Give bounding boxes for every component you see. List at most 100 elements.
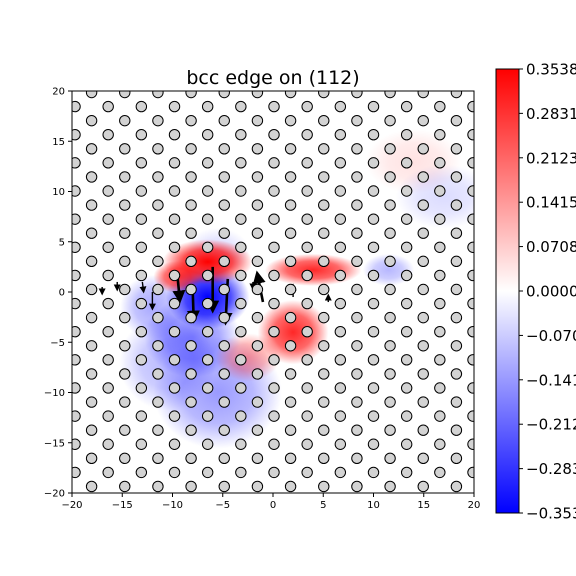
atom-marker — [334, 466, 347, 479]
atom-marker — [351, 91, 363, 99]
y-tick-label: 5 — [59, 237, 65, 248]
atom-marker — [102, 325, 114, 338]
colorbar-tick-label: 0.1415 — [526, 194, 576, 212]
atom-marker — [152, 368, 164, 380]
atom-marker — [119, 283, 131, 296]
atom-marker — [384, 340, 396, 352]
atom-marker — [318, 283, 330, 296]
atom-marker — [318, 452, 330, 465]
atom-marker — [434, 185, 446, 197]
atom-marker — [351, 311, 363, 324]
atom-marker — [467, 269, 474, 282]
atom-marker — [251, 255, 264, 268]
atom-marker — [185, 480, 197, 493]
atom-marker — [351, 368, 363, 380]
colorbar-tick-label: 0.2123 — [526, 149, 576, 167]
atom-marker — [367, 269, 380, 282]
atom-marker — [301, 185, 313, 197]
atom-marker — [235, 410, 247, 422]
atom-marker — [367, 185, 380, 197]
atom-marker — [318, 480, 330, 493]
atom-marker — [318, 91, 330, 99]
atom-marker — [467, 325, 474, 338]
atom-marker — [400, 129, 413, 141]
atom-marker — [152, 171, 164, 183]
atom-marker — [384, 368, 396, 380]
atom-marker — [435, 495, 445, 505]
atom-marker — [301, 100, 313, 113]
atom-marker — [218, 114, 230, 127]
x-tick-label: −15 — [112, 500, 133, 511]
colorbar-tick-label: −0.070 — [526, 327, 576, 345]
atom-marker — [284, 255, 297, 268]
atom-marker — [168, 382, 181, 394]
colorbar-axis: 0.3538 0.2831 0.2123 0.1415 0.0708 0.0000 −0.0… — [519, 61, 576, 523]
atom-marker — [135, 185, 148, 197]
atom-marker — [119, 91, 131, 99]
atom-marker — [400, 466, 413, 479]
atom-marker — [401, 495, 411, 505]
atom-marker — [168, 438, 181, 450]
atom-marker — [85, 255, 98, 268]
atom-marker — [467, 410, 474, 422]
atom-marker — [400, 269, 413, 282]
x-tick-label: 5 — [320, 500, 326, 511]
atom-marker — [450, 143, 463, 155]
atom-marker — [384, 480, 396, 493]
atom-marker — [168, 185, 181, 197]
x-tick-label: 10 — [367, 500, 380, 511]
atom-marker — [301, 354, 313, 366]
atom-marker — [102, 157, 114, 169]
atom-marker — [185, 114, 197, 127]
atom-marker — [251, 396, 264, 408]
atom-marker — [434, 129, 446, 141]
atom-marker — [72, 157, 81, 169]
atom-marker — [119, 368, 131, 380]
atom-marker — [450, 424, 463, 436]
atom-marker — [235, 185, 247, 197]
atom-marker — [467, 297, 474, 310]
atom-marker — [251, 452, 264, 465]
atom-marker — [235, 129, 247, 141]
atom-marker — [168, 325, 181, 338]
atom-marker — [318, 114, 330, 127]
atom-layer — [72, 91, 474, 505]
atom-marker — [334, 100, 347, 113]
displacement-arrow — [172, 276, 186, 304]
atom-marker — [152, 114, 164, 127]
atom-marker — [119, 424, 131, 436]
atom-marker — [102, 354, 114, 366]
atom-marker — [301, 438, 313, 450]
atom-marker — [450, 452, 463, 465]
plot-area — [72, 91, 474, 505]
atom-marker — [218, 91, 230, 99]
atom-marker — [119, 199, 131, 211]
atom-marker — [367, 297, 380, 310]
atom-marker — [284, 171, 297, 183]
atom-marker — [384, 283, 396, 296]
atom-marker — [384, 227, 396, 239]
atom-marker — [185, 227, 197, 239]
atom-marker — [119, 143, 131, 155]
atom-marker — [284, 424, 297, 436]
atom-marker — [367, 438, 380, 450]
atom-marker — [202, 495, 212, 505]
atom-marker — [168, 466, 181, 479]
x-tick-label: −10 — [162, 500, 183, 511]
atom-marker — [384, 311, 396, 324]
atom-marker — [417, 255, 429, 268]
atom-marker — [152, 452, 164, 465]
displacement-arrow — [139, 281, 147, 294]
atom-marker — [119, 227, 131, 239]
atom-marker — [268, 382, 280, 394]
atom-marker — [185, 340, 197, 352]
atom-marker — [284, 199, 297, 211]
atom-marker — [135, 269, 148, 282]
atom-marker — [201, 269, 214, 282]
atom-marker — [235, 382, 247, 394]
y-axis: −20 −15 −10 −5 0 5 10 15 20 — [44, 87, 72, 500]
atom-marker — [434, 410, 446, 422]
atom-marker — [152, 396, 164, 408]
atom-marker — [235, 100, 247, 113]
atom-marker — [251, 424, 264, 436]
